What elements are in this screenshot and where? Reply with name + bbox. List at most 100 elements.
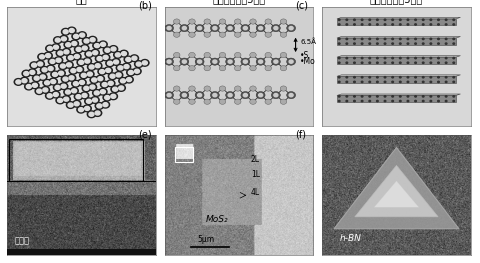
Circle shape [165,92,174,99]
Text: 2L: 2L [251,155,260,164]
Circle shape [132,56,137,60]
Circle shape [49,78,58,85]
Circle shape [84,107,90,110]
Circle shape [182,60,186,63]
Circle shape [354,100,355,102]
Circle shape [377,24,378,25]
Circle shape [127,69,135,76]
Circle shape [369,77,371,78]
Circle shape [438,43,439,44]
Circle shape [106,68,111,72]
Circle shape [422,43,424,44]
Circle shape [256,58,265,65]
Circle shape [95,103,104,109]
Circle shape [256,24,265,32]
Circle shape [274,27,278,30]
Circle shape [70,40,78,47]
Circle shape [445,81,447,83]
Circle shape [61,37,66,41]
Circle shape [46,54,50,58]
Circle shape [64,89,72,95]
Circle shape [453,81,455,83]
Circle shape [346,57,348,59]
Circle shape [165,24,174,32]
Circle shape [31,82,39,89]
Circle shape [93,90,101,96]
Circle shape [61,84,66,88]
Circle shape [377,100,378,102]
Circle shape [445,62,447,63]
Circle shape [80,33,84,37]
Circle shape [415,43,416,44]
Circle shape [392,62,394,63]
Circle shape [32,63,36,67]
Circle shape [24,83,33,90]
Circle shape [134,61,143,67]
Circle shape [422,77,424,78]
Circle shape [354,43,355,44]
Text: 5μm: 5μm [198,235,215,244]
Circle shape [45,81,49,85]
Circle shape [86,99,91,103]
Circle shape [361,62,363,63]
Circle shape [56,58,61,62]
Circle shape [453,43,455,44]
Circle shape [204,86,211,91]
Circle shape [86,71,94,77]
Circle shape [46,92,54,99]
Polygon shape [337,75,460,76]
Circle shape [384,96,386,97]
Circle shape [34,76,39,80]
Circle shape [234,19,241,24]
Circle shape [354,57,355,59]
Circle shape [124,65,129,69]
Circle shape [415,77,416,78]
Circle shape [422,57,424,59]
Circle shape [271,92,280,99]
Circle shape [55,85,60,89]
Circle shape [204,19,211,24]
Circle shape [219,99,226,104]
Text: 1L: 1L [251,170,260,179]
Circle shape [407,43,409,44]
Circle shape [54,37,62,43]
Circle shape [415,100,416,102]
Circle shape [112,59,120,65]
Circle shape [108,81,113,85]
Circle shape [38,74,47,80]
Circle shape [445,43,447,44]
Circle shape [392,77,394,78]
Circle shape [338,38,340,40]
Circle shape [116,64,125,71]
Circle shape [430,62,432,63]
Circle shape [407,96,409,97]
Circle shape [167,94,171,97]
Circle shape [77,59,85,66]
Circle shape [83,58,92,64]
Circle shape [33,75,41,82]
Circle shape [101,54,110,61]
Circle shape [453,38,455,40]
Circle shape [204,52,211,58]
Circle shape [204,99,211,104]
Circle shape [369,100,371,102]
Circle shape [354,19,355,21]
Circle shape [243,60,247,63]
Circle shape [289,27,293,30]
Circle shape [399,38,401,40]
Circle shape [226,58,235,65]
Circle shape [40,75,45,79]
Circle shape [180,58,189,65]
Circle shape [52,44,60,50]
Circle shape [143,61,147,65]
Circle shape [422,19,424,21]
Circle shape [407,77,409,78]
Circle shape [354,96,355,97]
Circle shape [338,100,340,102]
Circle shape [274,94,278,97]
Circle shape [392,38,394,40]
Circle shape [219,19,226,24]
Circle shape [369,57,371,59]
Circle shape [234,86,241,91]
Text: 层状堆积（关3层）: 层状堆积（关3层） [213,0,265,4]
